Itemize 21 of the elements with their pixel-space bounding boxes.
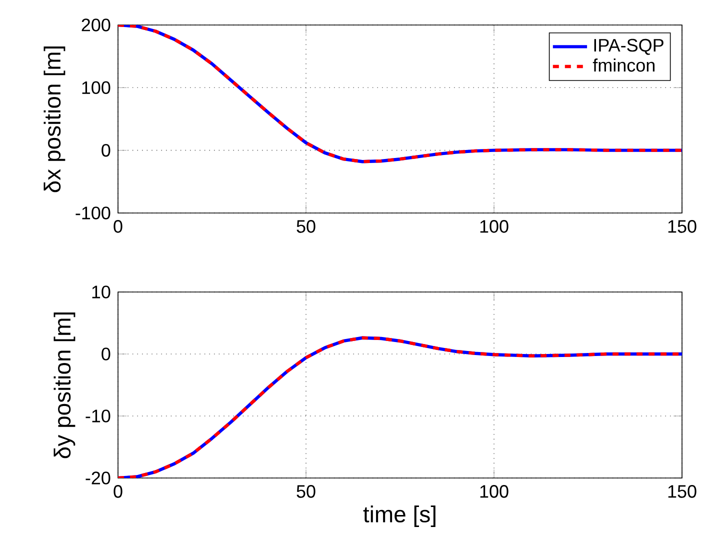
x-tick-label: 150 xyxy=(668,220,696,233)
y-tick-label: 100 xyxy=(82,81,110,94)
x-tick-label: 100 xyxy=(480,220,508,233)
x-tick-label: 100 xyxy=(480,485,508,498)
x-tick-label: 0 xyxy=(114,485,122,498)
y-tick-label: 0 xyxy=(102,144,110,157)
x-tick-label: 0 xyxy=(114,220,122,233)
x-tick-label: 50 xyxy=(296,220,316,233)
y-tick-label: 0 xyxy=(102,348,110,360)
y-tick-label: 200 xyxy=(82,18,110,32)
x-axis-title: time [s] xyxy=(363,506,436,527)
y-axis-title: δx position [m] xyxy=(44,46,66,192)
y-tick-label: -20 xyxy=(86,472,110,484)
y-tick-label: -10 xyxy=(86,410,110,422)
legend-label: IPA-SQP xyxy=(594,38,664,55)
x-tick-label: 50 xyxy=(296,485,316,498)
y-tick-label: -100 xyxy=(76,206,110,220)
y-axis-title: δy position [m] xyxy=(54,312,76,458)
legend-label: fmincon xyxy=(592,58,654,72)
x-tick-label: 150 xyxy=(668,485,696,498)
y-tick-label: 10 xyxy=(92,286,110,298)
